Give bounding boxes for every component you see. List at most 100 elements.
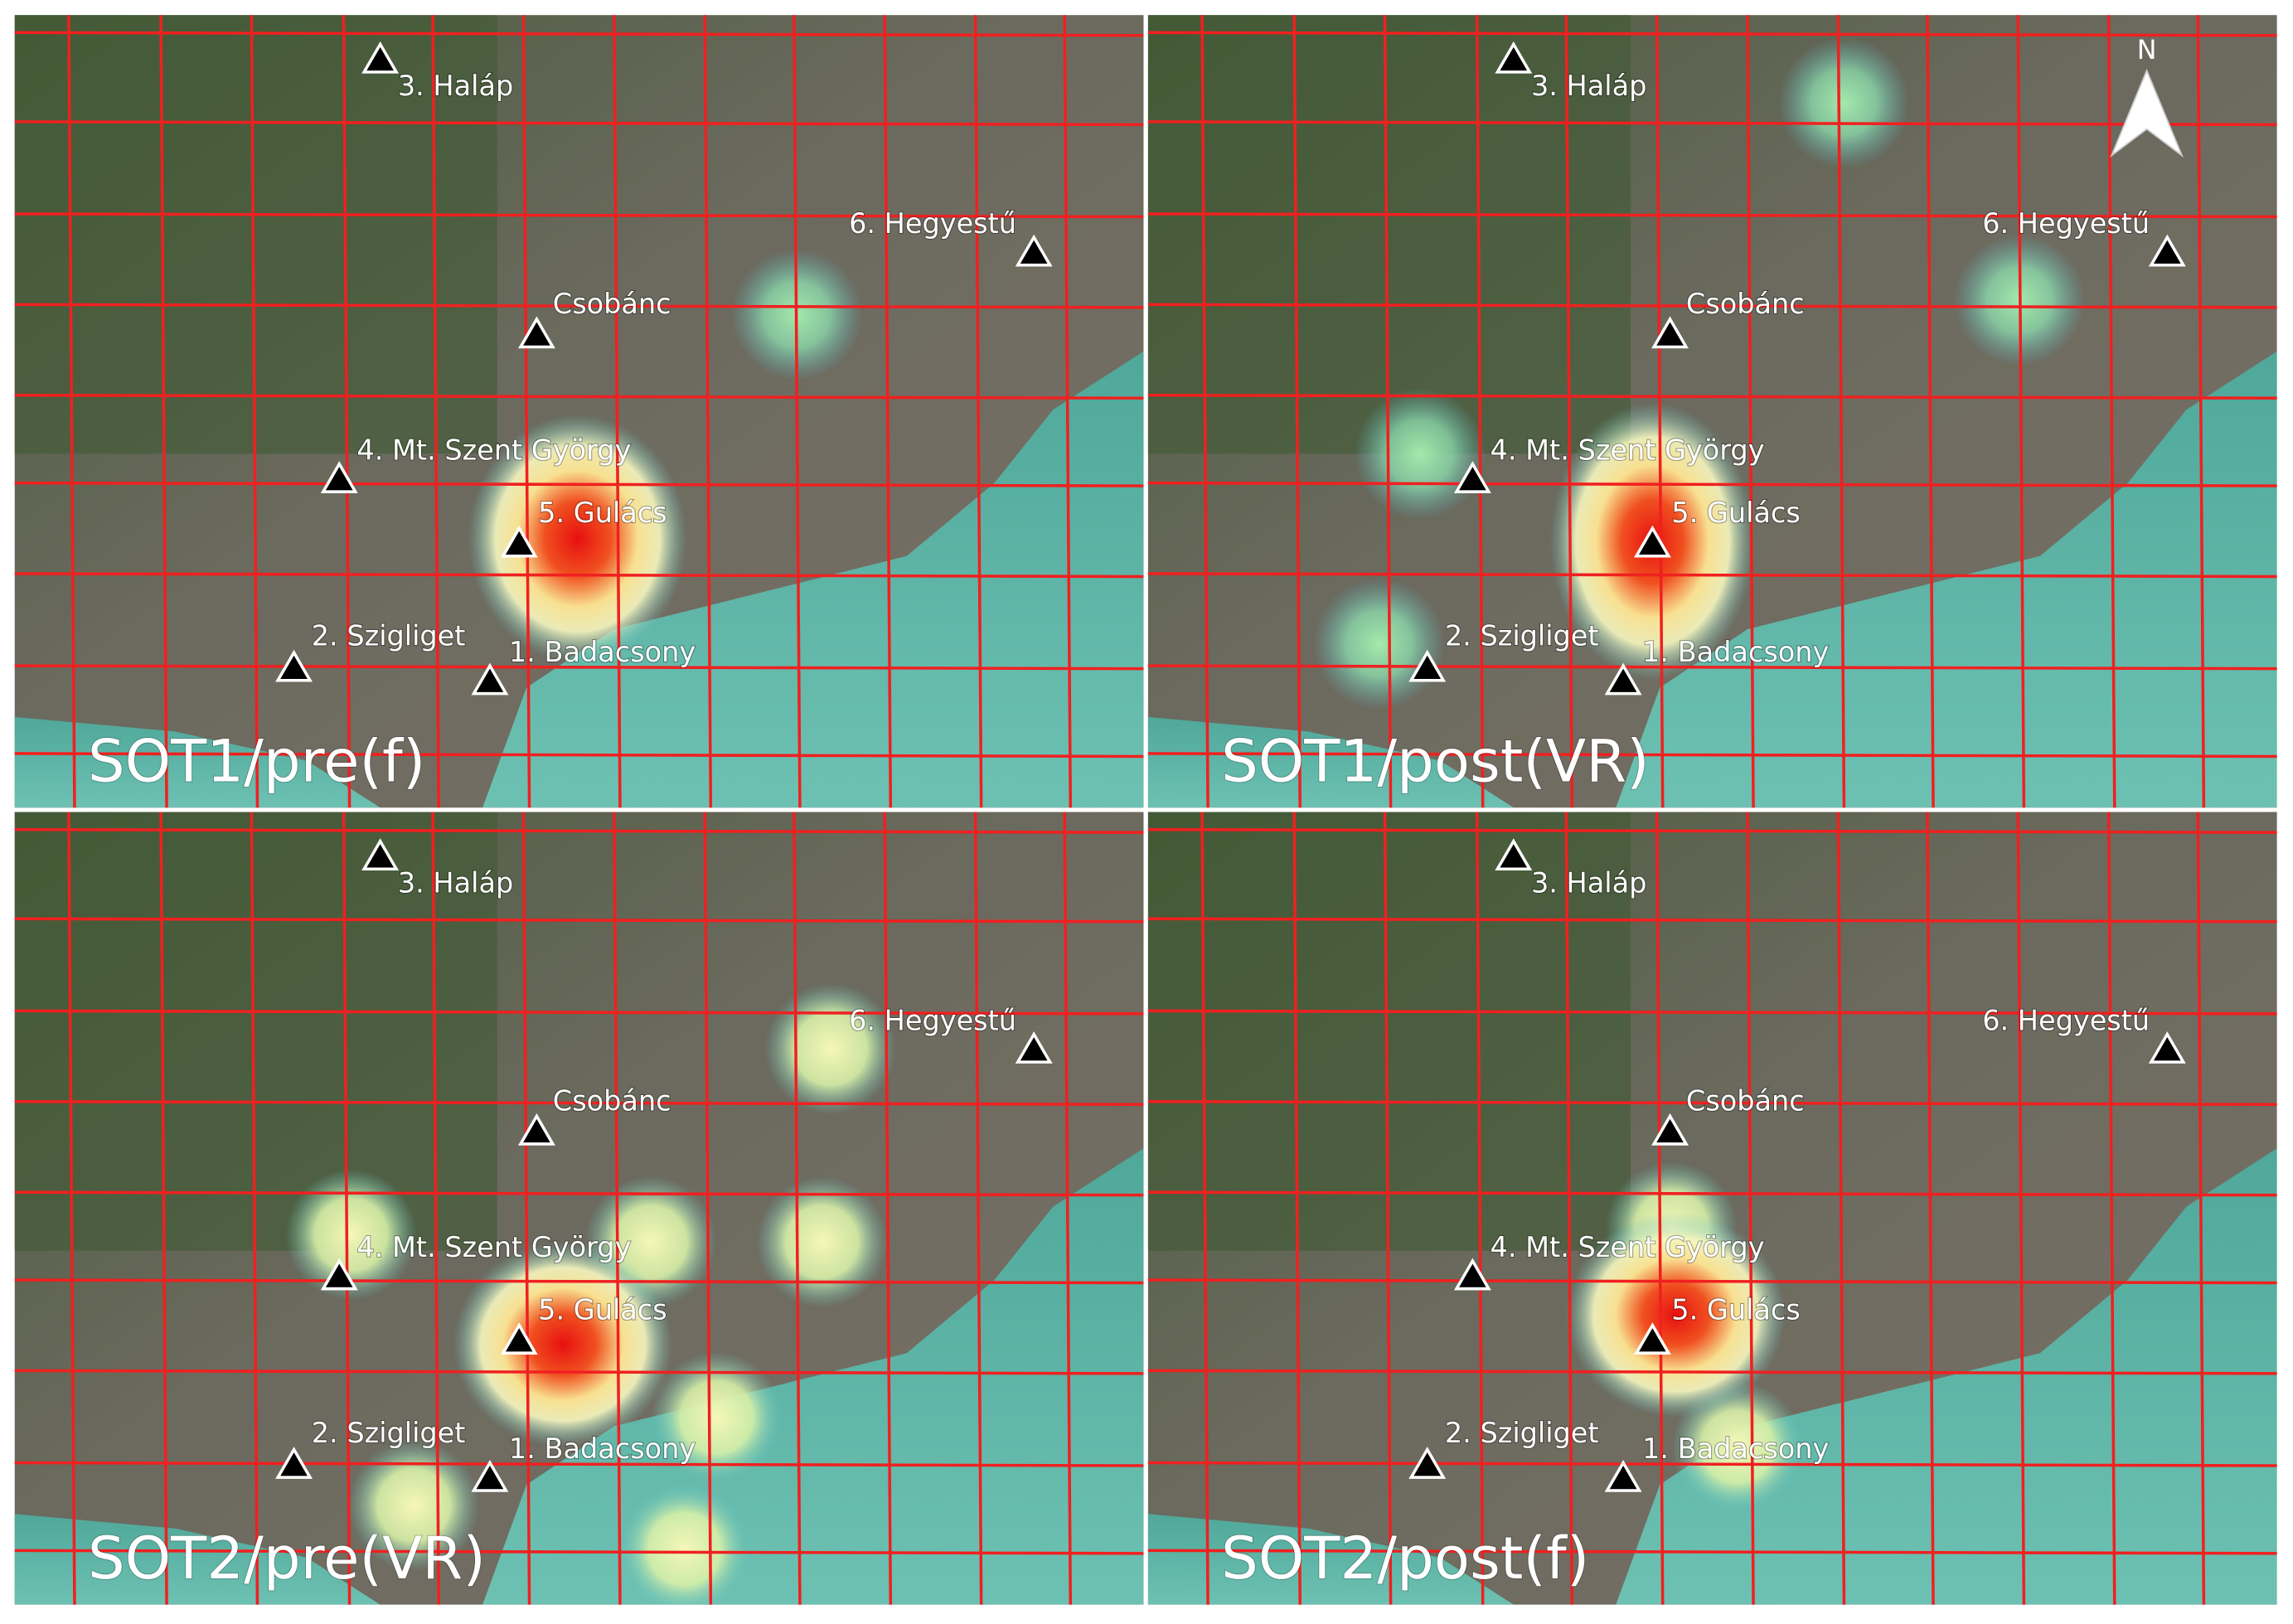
landmark-marker	[2148, 234, 2186, 267]
landmark-marker	[500, 1322, 538, 1355]
grid-line	[1147, 1549, 2277, 1555]
landmark-label: 3. Haláp	[398, 867, 513, 899]
grid-line	[14, 752, 1144, 759]
landmark-marker	[320, 1258, 358, 1291]
grid-line	[1475, 812, 1485, 1605]
landmark-label: 4. Mt. Szent György	[1491, 1231, 1765, 1263]
grid-line	[159, 812, 168, 1605]
north-arrow: N	[2110, 36, 2184, 158]
grid-line	[2016, 15, 2026, 808]
grid-line	[1383, 15, 1393, 808]
landmark-label: 3. Haláp	[1531, 867, 1646, 899]
landmark-label: 3. Haláp	[1531, 70, 1646, 102]
grid-line	[1836, 812, 1846, 1605]
grid-line	[1147, 481, 2277, 487]
landmark-label: 6. Hegyestű	[849, 1004, 1016, 1036]
grid-line	[159, 15, 168, 808]
landmark-label: 2. Szigliget	[312, 1417, 466, 1449]
grid-line	[793, 812, 802, 1605]
grid-line	[250, 812, 259, 1605]
heat-spot	[618, 1483, 750, 1605]
heat-spot	[284, 1168, 417, 1301]
grid-line	[1926, 812, 1935, 1605]
landmark-marker	[1651, 316, 1689, 349]
grid-line	[1655, 15, 1665, 808]
landmark-marker	[1633, 1322, 1671, 1355]
landmark-label: 1. Badacsony	[509, 1433, 696, 1465]
landmark-marker	[1495, 41, 1533, 74]
landmark-label: 2. Szigliget	[312, 619, 466, 652]
grid-line	[521, 15, 531, 808]
map-panel: 3. Haláp 6. Hegyestű Csobánc 4. Mt. Szent G…	[1147, 812, 2277, 1605]
grid-line	[14, 31, 1144, 37]
grid-line	[14, 1009, 1144, 1016]
grid-line	[613, 15, 622, 808]
lake-west	[1147, 1514, 1514, 1605]
grid-line	[1147, 1369, 2277, 1375]
grid-line	[14, 120, 1144, 127]
grid-line	[703, 812, 713, 1605]
grid-line	[14, 1461, 1144, 1467]
landmark-label: 4. Mt. Szent György	[356, 434, 631, 466]
grid-line	[1383, 812, 1393, 1605]
landmark-marker	[361, 41, 400, 74]
grid-line	[1147, 31, 2277, 37]
grid-line	[1063, 15, 1073, 808]
panel-label: SOT1/post(VR)	[1221, 727, 1650, 795]
grid-line	[793, 15, 802, 808]
landmark-label: Csobánc	[1686, 1084, 1805, 1117]
grid-line	[1836, 15, 1846, 808]
landmark-label: 3. Haláp	[398, 70, 513, 102]
grid-line	[1746, 15, 1755, 808]
grid-line	[1147, 827, 2277, 834]
heat-spot	[756, 1176, 888, 1308]
grid-line	[2106, 15, 2116, 808]
forest-band	[1147, 812, 1631, 1251]
grid-line	[342, 15, 351, 808]
heat-spot	[650, 1351, 783, 1484]
grid-line	[14, 827, 1144, 834]
grid-line	[1147, 752, 2277, 759]
grid-line	[14, 1278, 1144, 1285]
north-arrow-shape	[2110, 68, 2184, 158]
landmark-label: Csobánc	[553, 288, 671, 320]
grid-line	[14, 1100, 1144, 1107]
grid-line	[703, 15, 713, 808]
landmark-label: 2. Szigliget	[1445, 1417, 1599, 1449]
grid-line	[1147, 1100, 2277, 1107]
grid-line	[521, 812, 531, 1605]
landmark-label: 2. Szigliget	[1445, 619, 1599, 652]
grid-line	[67, 15, 76, 808]
north-label: N	[2137, 36, 2157, 65]
heat-spot	[1778, 36, 1910, 169]
grid-line	[14, 917, 1144, 923]
grid-line	[1564, 15, 1574, 808]
forest-band	[14, 812, 497, 1251]
grid-line	[2196, 15, 2206, 808]
grid-line	[14, 1190, 1144, 1197]
landmark-label: 1. Badacsony	[509, 636, 696, 668]
landmark-marker	[1604, 1459, 1642, 1492]
landmark-label: 6. Hegyestű	[849, 207, 1016, 240]
landmark-marker	[1604, 662, 1642, 696]
grid-line	[1147, 572, 2277, 579]
landmark-label: 6. Hegyestű	[1982, 1004, 2150, 1036]
grid-line	[1292, 812, 1302, 1605]
landmark-label: 4. Mt. Szent György	[1491, 434, 1765, 466]
grid-line	[431, 812, 440, 1605]
grid-line	[973, 812, 983, 1605]
grid-line	[1292, 15, 1302, 808]
landmark-marker	[517, 316, 555, 349]
landmark-marker	[1015, 234, 1053, 267]
grid-line	[1147, 1009, 2277, 1016]
grid-line	[1147, 1190, 2277, 1197]
heat-spot	[764, 982, 897, 1115]
lake-west	[1147, 716, 1514, 808]
landmark-marker	[1651, 1113, 1689, 1146]
landmark-marker	[471, 1459, 509, 1492]
grid-line	[250, 15, 259, 808]
landmark-label: 5. Gulács	[538, 497, 667, 529]
landmark-marker	[1408, 1447, 1447, 1479]
